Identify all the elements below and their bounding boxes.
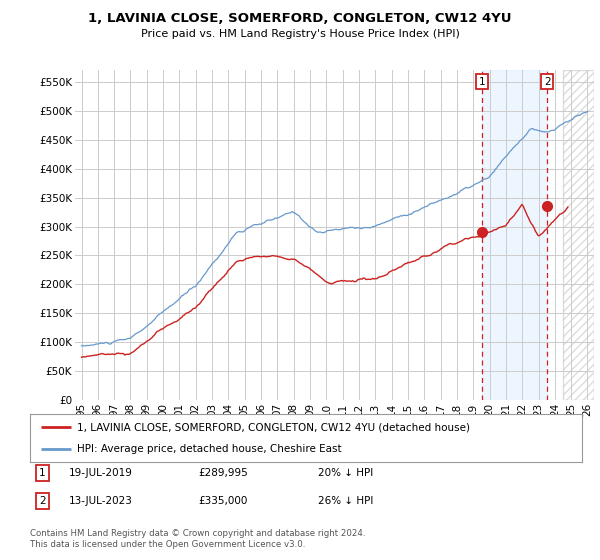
Text: 1, LAVINIA CLOSE, SOMERFORD, CONGLETON, CW12 4YU (detached house): 1, LAVINIA CLOSE, SOMERFORD, CONGLETON, …: [77, 422, 470, 432]
Text: £335,000: £335,000: [198, 496, 247, 506]
Text: 1: 1: [479, 77, 485, 87]
Text: 1: 1: [39, 468, 46, 478]
Text: 13-JUL-2023: 13-JUL-2023: [69, 496, 133, 506]
Text: 19-JUL-2019: 19-JUL-2019: [69, 468, 133, 478]
Text: 20% ↓ HPI: 20% ↓ HPI: [318, 468, 373, 478]
Text: 2: 2: [39, 496, 46, 506]
Bar: [482, 70, 547, 400]
Text: HPI: Average price, detached house, Cheshire East: HPI: Average price, detached house, Ches…: [77, 444, 341, 454]
Text: 26% ↓ HPI: 26% ↓ HPI: [318, 496, 373, 506]
Bar: [563, 70, 594, 400]
Text: Contains HM Land Registry data © Crown copyright and database right 2024.
This d: Contains HM Land Registry data © Crown c…: [30, 529, 365, 549]
Text: 2: 2: [544, 77, 551, 87]
Text: £289,995: £289,995: [198, 468, 248, 478]
Text: Price paid vs. HM Land Registry's House Price Index (HPI): Price paid vs. HM Land Registry's House …: [140, 29, 460, 39]
Bar: [563, 70, 594, 400]
Text: 1, LAVINIA CLOSE, SOMERFORD, CONGLETON, CW12 4YU: 1, LAVINIA CLOSE, SOMERFORD, CONGLETON, …: [88, 12, 512, 25]
